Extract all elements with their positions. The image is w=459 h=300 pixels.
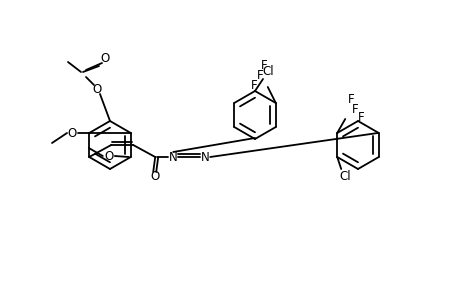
- Text: O: O: [104, 149, 113, 163]
- Text: Cl: Cl: [262, 64, 273, 77]
- Text: O: O: [92, 82, 101, 95]
- Text: F: F: [351, 103, 358, 116]
- Text: F: F: [250, 79, 257, 92]
- Text: N: N: [201, 151, 209, 164]
- Text: F: F: [260, 58, 267, 71]
- Text: N: N: [168, 151, 177, 164]
- Text: O: O: [67, 127, 77, 140]
- Text: Cl: Cl: [339, 170, 350, 184]
- Text: O: O: [100, 52, 109, 64]
- Text: F: F: [347, 92, 354, 106]
- Text: F: F: [256, 68, 263, 82]
- Text: F: F: [357, 110, 364, 124]
- Text: O: O: [150, 170, 159, 184]
